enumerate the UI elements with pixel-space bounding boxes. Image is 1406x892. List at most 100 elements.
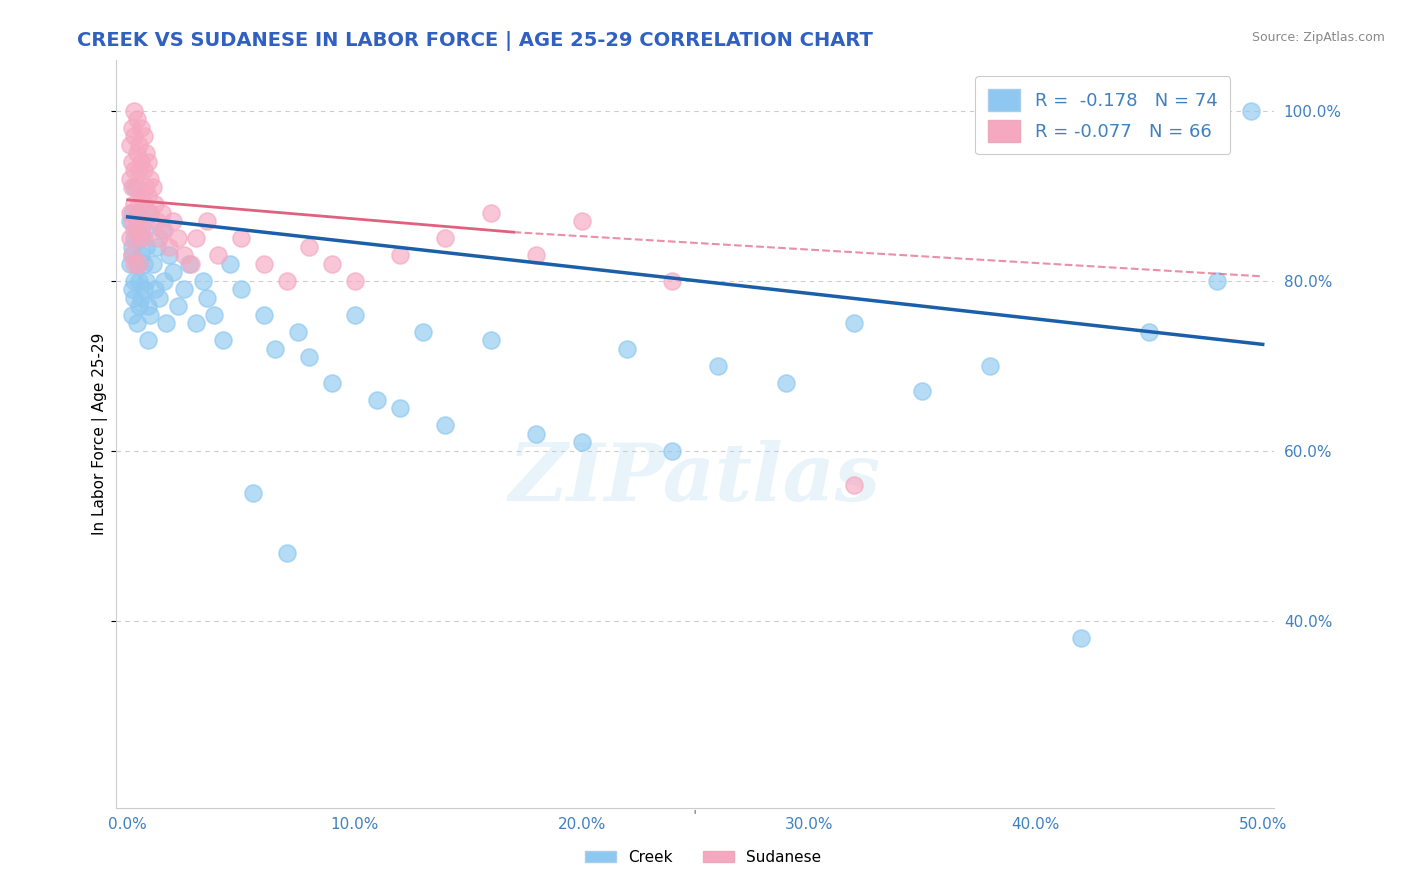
Point: [1137, 325, 1160, 339]
Point: [298, 239, 321, 253]
Point: [128, 137, 150, 152]
Point: [298, 350, 321, 364]
Point: [173, 282, 195, 296]
Point: [155, 316, 177, 330]
Point: [128, 299, 150, 313]
Text: Source: ZipAtlas.com: Source: ZipAtlas.com: [1251, 31, 1385, 45]
Point: [125, 222, 148, 236]
Point: [128, 231, 150, 245]
Point: [253, 308, 276, 322]
Point: [571, 435, 593, 450]
Point: [124, 257, 146, 271]
Point: [121, 282, 143, 296]
Point: [118, 171, 141, 186]
Point: [366, 392, 388, 407]
Point: [276, 274, 298, 288]
Point: [153, 274, 176, 288]
Point: [121, 248, 143, 262]
Point: [139, 205, 162, 219]
Point: [135, 239, 157, 253]
Point: [479, 205, 502, 219]
Point: [184, 231, 207, 245]
Point: [136, 299, 159, 313]
Point: [128, 205, 150, 219]
Point: [124, 197, 146, 211]
Point: [191, 274, 214, 288]
Point: [321, 257, 343, 271]
Point: [148, 231, 170, 245]
Point: [979, 359, 1001, 373]
Point: [124, 129, 146, 144]
Point: [132, 163, 155, 178]
Point: [129, 222, 152, 236]
Point: [135, 180, 157, 194]
Point: [479, 333, 502, 347]
Point: [121, 248, 143, 262]
Point: [661, 274, 683, 288]
Point: [132, 222, 155, 236]
Point: [616, 342, 638, 356]
Legend: Creek, Sudanese: Creek, Sudanese: [579, 844, 827, 871]
Point: [162, 265, 184, 279]
Point: [128, 197, 150, 211]
Point: [218, 257, 240, 271]
Point: [264, 342, 287, 356]
Point: [842, 316, 865, 330]
Point: [253, 257, 276, 271]
Point: [129, 120, 152, 135]
Point: [434, 418, 457, 433]
Point: [124, 163, 146, 178]
Point: [121, 154, 143, 169]
Point: [136, 333, 159, 347]
Point: [775, 376, 797, 390]
Point: [132, 257, 155, 271]
Point: [150, 222, 173, 236]
Point: [128, 163, 150, 178]
Point: [434, 231, 457, 245]
Point: [143, 282, 166, 296]
Point: [124, 291, 146, 305]
Point: [146, 214, 169, 228]
Point: [139, 205, 162, 219]
Point: [177, 257, 200, 271]
Point: [121, 308, 143, 322]
Point: [124, 274, 146, 288]
Point: [118, 257, 141, 271]
Point: [157, 239, 180, 253]
Point: [143, 197, 166, 211]
Point: [1206, 274, 1229, 288]
Point: [124, 222, 146, 236]
Point: [118, 231, 141, 245]
Point: [707, 359, 730, 373]
Point: [132, 129, 155, 144]
Point: [125, 146, 148, 161]
Point: [132, 231, 155, 245]
Point: [124, 103, 146, 118]
Point: [121, 205, 143, 219]
Point: [136, 188, 159, 202]
Point: [132, 197, 155, 211]
Point: [135, 146, 157, 161]
Y-axis label: In Labor Force | Age 25-29: In Labor Force | Age 25-29: [93, 333, 108, 535]
Point: [129, 248, 152, 262]
Point: [1070, 631, 1092, 645]
Point: [124, 231, 146, 245]
Point: [129, 154, 152, 169]
Point: [129, 231, 152, 245]
Point: [343, 274, 366, 288]
Point: [524, 248, 547, 262]
Point: [207, 248, 229, 262]
Point: [343, 308, 366, 322]
Point: [321, 376, 343, 390]
Point: [195, 291, 218, 305]
Point: [142, 180, 165, 194]
Point: [202, 308, 225, 322]
Point: [911, 384, 934, 398]
Point: [139, 171, 162, 186]
Point: [132, 282, 155, 296]
Point: [135, 274, 157, 288]
Point: [121, 239, 143, 253]
Point: [118, 205, 141, 219]
Point: [125, 257, 148, 271]
Point: [162, 214, 184, 228]
